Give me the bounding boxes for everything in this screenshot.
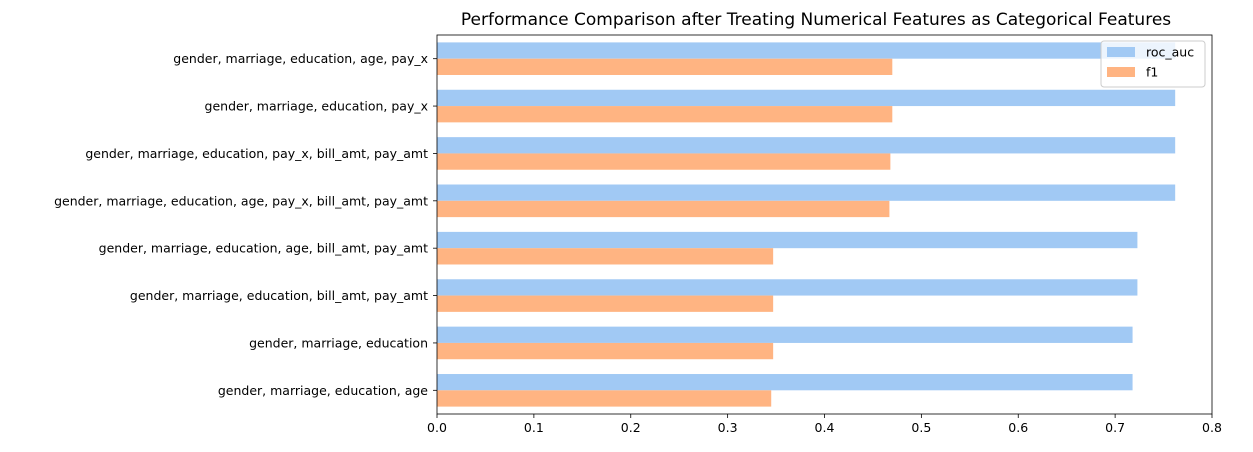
chart-title: Performance Comparison after Treating Nu… (461, 10, 1171, 30)
x-tick-label: 0.6 (1008, 420, 1028, 435)
x-tick-label: 0.2 (621, 420, 641, 435)
legend-swatch-roc_auc (1107, 47, 1135, 57)
bar-f1-gender-marriage-education-bill-amt-pay-amt (437, 295, 774, 312)
bar-f1-gender-marriage-education-age (437, 390, 772, 407)
y-tick-label: gender, marriage, education, age, pay_x,… (54, 193, 428, 208)
y-tick-label: gender, marriage, education, age, pay_x (173, 51, 428, 66)
plot-frame (436, 34, 1213, 415)
bar-f1-gender-marriage-education-age-bill-amt-pay-amt (437, 248, 774, 265)
y-tick-label: gender, marriage, education, pay_x, bill… (85, 146, 428, 161)
x-tick-label: 0.5 (911, 420, 931, 435)
x-tick-label: 0.7 (1105, 420, 1125, 435)
y-tick-label: gender, marriage, education, age (218, 383, 428, 398)
bars-layer (437, 42, 1176, 407)
x-tick-label: 0.3 (718, 420, 738, 435)
legend-label-roc_auc: roc_auc (1146, 45, 1194, 60)
bar-roc_auc-gender-marriage-education-pay-x-bill-amt-pay-amt (437, 137, 1176, 154)
y-tick-label: gender, marriage, education, bill_amt, p… (130, 288, 428, 303)
bar-f1-gender-marriage-education-age-pay-x (437, 58, 893, 75)
y-tick-label: gender, marriage, education (249, 335, 428, 350)
bar-f1-gender-marriage-education (437, 342, 774, 360)
bar-f1-gender-marriage-education-age-pay-x-bill-amt-pay-amt (437, 200, 890, 218)
bar-roc_auc-gender-marriage-education-bill-amt-pay-amt (437, 279, 1138, 296)
legend: roc_auc f1 (1100, 40, 1206, 88)
x-tick-label: 0.8 (1202, 420, 1222, 435)
bar-roc_auc-gender-marriage-education (437, 326, 1133, 343)
bar-roc_auc-gender-marriage-education-age-pay-x (437, 42, 1176, 59)
bar-roc_auc-gender-marriage-education-age (437, 374, 1133, 391)
legend-label-f1: f1 (1146, 65, 1158, 80)
bar-roc_auc-gender-marriage-education-age-pay-x-bill-amt-pay-amt (437, 184, 1176, 201)
y-tick-label: gender, marriage, education, pay_x (205, 99, 428, 114)
bar-f1-gender-marriage-education-pay-x-bill-amt-pay-amt (437, 153, 891, 170)
bar-f1-gender-marriage-education-pay-x (437, 106, 893, 123)
x-tick-label: 0.1 (524, 420, 544, 435)
y-tick-label: gender, marriage, education, age, bill_a… (99, 241, 428, 256)
bar-roc_auc-gender-marriage-education-age-bill-amt-pay-amt (437, 231, 1138, 249)
x-tick-label: 0.0 (427, 420, 447, 435)
legend-swatch-f1 (1107, 67, 1135, 77)
bar-roc_auc-gender-marriage-education-pay-x (437, 89, 1176, 107)
axes-layer: gender, marriage, education, age, pay_xg… (54, 34, 1222, 435)
x-tick-label: 0.4 (815, 420, 835, 435)
